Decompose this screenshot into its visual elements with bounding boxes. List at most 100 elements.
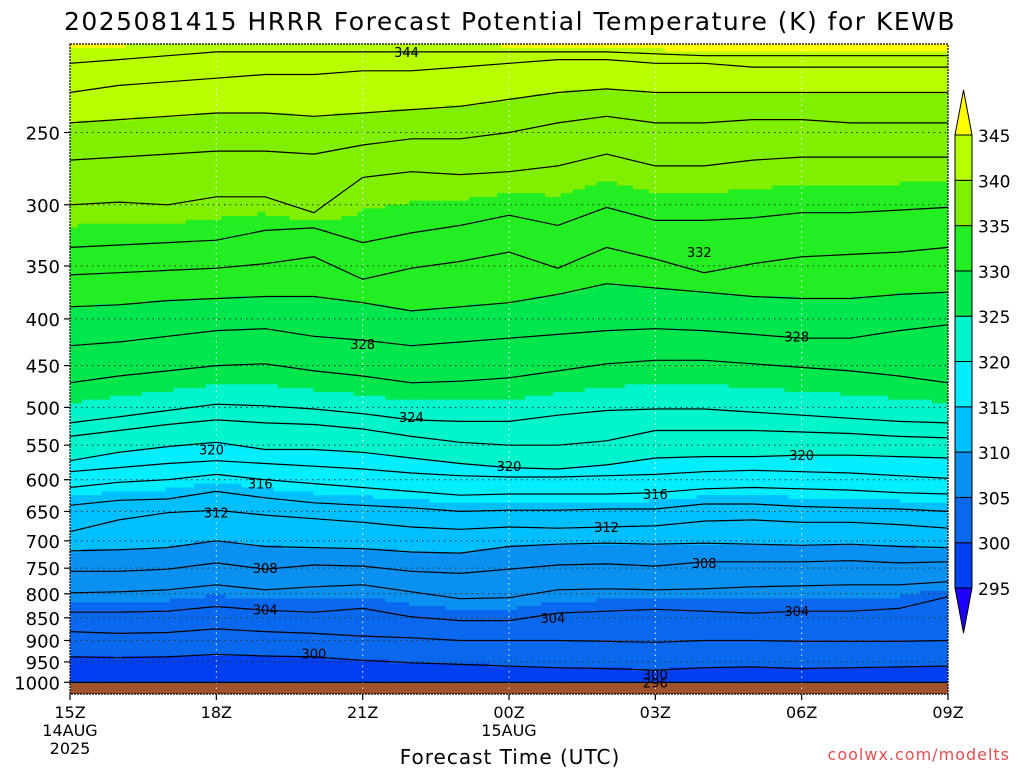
fill-cell <box>708 384 714 458</box>
fill-cell <box>616 502 622 546</box>
fill-cell <box>568 193 574 294</box>
fill-cell <box>624 502 630 546</box>
chart-title: 2025081415 HRRR Forecast Potential Tempe… <box>64 7 956 36</box>
fill-cell <box>808 598 813 668</box>
fill-cell <box>457 105 462 202</box>
fill-cell <box>265 655 271 694</box>
fill-cell <box>828 667 833 694</box>
fill-cell <box>85 307 91 401</box>
fill-cell <box>145 44 151 118</box>
fill-cell <box>157 391 163 447</box>
fill-cell <box>736 51 742 95</box>
fill-cell <box>205 384 211 443</box>
fill-cell <box>852 395 857 458</box>
fill-cell <box>700 544 706 600</box>
fill-cell <box>748 189 754 297</box>
fill-cell <box>281 388 287 450</box>
fill-cell <box>564 468 570 504</box>
fill-cell <box>668 384 674 458</box>
fill-cell <box>660 47 666 95</box>
fill-cell <box>357 395 362 454</box>
fill-cell <box>185 544 191 600</box>
fill-cell <box>796 544 801 600</box>
fill-cell <box>441 200 446 309</box>
fill-cell <box>129 602 135 657</box>
fill-cell <box>417 456 422 500</box>
fill-cell <box>792 51 797 95</box>
fill-cell <box>536 544 542 607</box>
fill-cell <box>173 445 179 489</box>
fill-cell <box>780 598 785 668</box>
fill-cell <box>105 602 111 657</box>
colorbar-label: 310 <box>978 444 1010 464</box>
fill-cell <box>676 544 682 600</box>
fill-cell <box>245 544 251 600</box>
contour-316 <box>70 473 948 496</box>
fill-cell <box>137 395 143 450</box>
fill-cell <box>441 460 446 504</box>
fill-cell <box>193 483 199 542</box>
fill-cell <box>353 44 358 114</box>
watermark[interactable]: coolwx.com/modelts <box>828 745 1010 764</box>
contour-lines <box>70 51 948 683</box>
fill-cell <box>836 51 841 95</box>
fill-cell <box>105 655 111 694</box>
fill-cell <box>540 296 546 397</box>
fill-cell <box>708 51 714 95</box>
fill-cell <box>580 89 586 190</box>
fill-cell <box>696 292 702 385</box>
fill-cell <box>437 399 442 462</box>
fill-cell <box>884 185 889 297</box>
fill-cell <box>664 44 670 53</box>
fill-cell <box>333 44 338 114</box>
fill-cell <box>776 495 781 546</box>
fill-cell <box>560 502 566 546</box>
fill-cell <box>237 296 243 385</box>
fill-cell <box>237 44 243 114</box>
fill-cell <box>740 44 746 53</box>
fill-cell <box>269 449 275 489</box>
contour-label: 308 <box>692 557 717 572</box>
fill-cell <box>924 548 929 592</box>
fill-cell <box>664 288 670 385</box>
fill-cell <box>800 456 805 500</box>
fill-cell <box>469 105 474 198</box>
fill-cell <box>341 44 346 114</box>
fill-cell <box>269 296 275 385</box>
fill-cell <box>872 93 877 187</box>
fill-cell <box>584 667 590 694</box>
fill-cell <box>576 464 582 504</box>
fill-cell <box>421 44 426 110</box>
contour-336 <box>70 153 948 214</box>
fill-cell <box>113 47 119 122</box>
fill-cell <box>189 44 195 118</box>
fill-cell <box>516 667 522 694</box>
fill-cell <box>940 292 945 405</box>
fill-cell <box>880 667 885 694</box>
fill-cell <box>73 227 79 309</box>
fill-cell <box>409 399 414 458</box>
fill-cell <box>700 44 706 53</box>
fill-cell <box>425 399 430 462</box>
contour-label: 312 <box>594 521 619 536</box>
fill-cell <box>560 667 566 694</box>
fill-cell <box>620 89 626 187</box>
fill-cell <box>892 667 897 694</box>
fill-cell <box>600 181 606 286</box>
fill-cell <box>916 292 921 401</box>
fill-cell <box>493 464 498 504</box>
fill-cell <box>552 196 558 297</box>
fill-cell <box>245 655 251 694</box>
fill-cell <box>461 502 466 554</box>
fill-cell <box>724 292 730 385</box>
fill-cell <box>201 483 207 542</box>
fill-cell <box>385 548 390 603</box>
fill-cell <box>716 544 722 600</box>
fill-cell <box>748 544 754 600</box>
fill-cell <box>257 487 263 546</box>
fill-cell <box>233 44 239 114</box>
fill-cell <box>237 598 243 657</box>
fill-cell <box>884 93 889 187</box>
fill-cell <box>560 47 566 95</box>
fill-cell <box>700 495 706 546</box>
